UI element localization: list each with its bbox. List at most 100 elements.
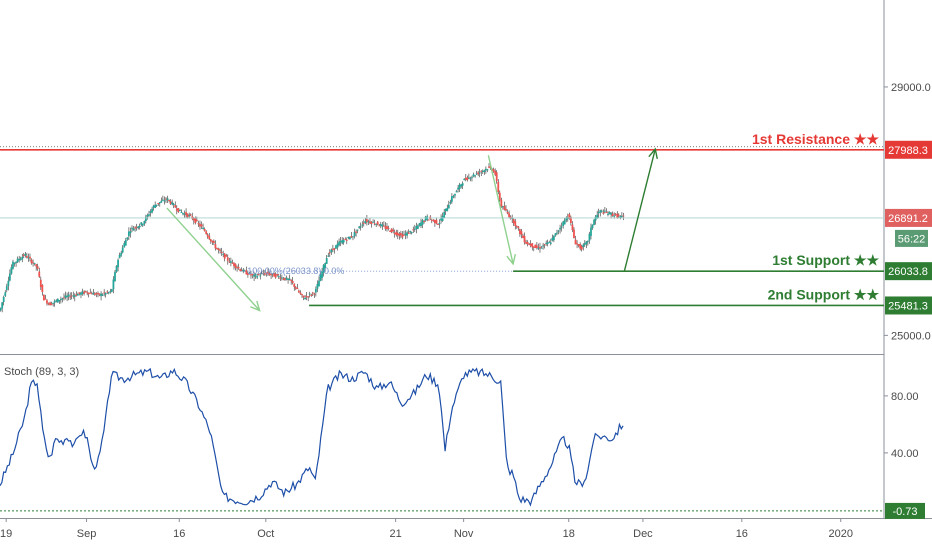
candle-body xyxy=(19,258,22,261)
candle-body xyxy=(464,177,467,180)
candle-body xyxy=(217,248,220,251)
candle-body xyxy=(174,205,177,208)
candle-body xyxy=(203,228,206,231)
candle-body xyxy=(316,283,319,289)
candle-body xyxy=(620,215,623,217)
candle-body xyxy=(420,222,422,227)
candle-body xyxy=(69,296,72,298)
candle-body xyxy=(562,221,565,226)
candle-body xyxy=(622,215,625,217)
candle-body xyxy=(475,173,478,175)
candle-body xyxy=(141,223,144,226)
candle-body xyxy=(460,184,463,187)
candle-body xyxy=(505,208,507,211)
candle-body xyxy=(427,219,430,221)
candle-body xyxy=(178,209,181,211)
candle-body xyxy=(359,226,362,228)
candle-body xyxy=(311,292,314,294)
candle-body xyxy=(58,300,61,302)
candle-body xyxy=(318,280,320,287)
candle-body xyxy=(605,211,608,213)
candle-body xyxy=(103,292,106,294)
candle-body xyxy=(121,247,124,253)
candle-body xyxy=(450,196,453,202)
time-tick-label: 21 xyxy=(390,528,402,540)
candle-body xyxy=(120,252,123,256)
candle-body xyxy=(73,295,76,297)
candle-body xyxy=(240,269,243,272)
stoch-tick-label: 80.00 xyxy=(891,391,919,403)
candle-body xyxy=(430,220,433,222)
candle-body xyxy=(208,235,211,240)
candle-body xyxy=(322,265,325,273)
candle-body xyxy=(444,208,447,212)
trend-arrow[interactable] xyxy=(166,207,261,311)
level-label: 1st Support ★★ xyxy=(772,252,879,268)
candle-body xyxy=(478,172,481,174)
candle-body xyxy=(236,267,238,269)
candle-body xyxy=(296,288,299,290)
candle-body xyxy=(576,243,578,245)
candle-body xyxy=(151,208,153,213)
candle-body xyxy=(114,271,116,282)
candle-body xyxy=(248,272,251,274)
level-price-tag-text: 27988.3 xyxy=(888,145,928,157)
candle-body xyxy=(591,224,594,229)
candle-body xyxy=(523,236,526,243)
candle-body xyxy=(80,292,82,295)
candle-body xyxy=(472,174,475,177)
candle-body xyxy=(512,219,515,224)
candle-body xyxy=(188,215,191,217)
candle-body xyxy=(573,229,575,239)
candle-body xyxy=(477,172,480,175)
candle-body xyxy=(386,226,388,230)
candle-body xyxy=(582,244,585,248)
candle-body xyxy=(56,298,59,303)
candle-body xyxy=(46,300,48,304)
candle-body xyxy=(600,210,603,212)
candle-body xyxy=(435,219,438,224)
candle-body xyxy=(98,293,101,296)
candle-body xyxy=(447,204,450,209)
candle-body xyxy=(446,208,449,212)
trend-arrow-head xyxy=(250,300,261,312)
candle-body xyxy=(352,236,354,238)
candle-body xyxy=(112,279,115,290)
candle-body xyxy=(110,289,113,292)
candle-body xyxy=(370,221,373,225)
level-label: 1st Resistance ★★ xyxy=(752,131,879,147)
candle-body xyxy=(209,239,212,242)
candle-body xyxy=(412,229,415,231)
trend-arrow[interactable] xyxy=(487,155,514,265)
candle-body xyxy=(42,294,45,301)
candle-body xyxy=(189,214,192,216)
trend-arrow[interactable] xyxy=(623,148,656,272)
candle-body xyxy=(358,226,361,228)
candle-body xyxy=(602,212,605,214)
candle-body xyxy=(457,187,459,190)
candle-body xyxy=(117,259,119,268)
candle-body xyxy=(495,172,498,182)
candle-body xyxy=(8,273,11,281)
candle-body xyxy=(404,233,407,236)
candle-body xyxy=(123,243,126,248)
candle-body xyxy=(339,241,342,243)
candle-body xyxy=(36,266,39,269)
candle-body xyxy=(421,220,424,225)
candle-body xyxy=(206,234,209,237)
candle-body xyxy=(67,294,70,297)
candle-body xyxy=(39,279,42,287)
level-price-tag xyxy=(885,140,932,159)
candle-body xyxy=(33,262,36,264)
candle-body xyxy=(279,277,282,279)
candle-body xyxy=(539,246,541,249)
candle-body xyxy=(410,232,413,234)
stochastic-line xyxy=(0,367,624,507)
candle-body xyxy=(109,291,112,293)
candle-body xyxy=(10,267,13,274)
candle-body xyxy=(393,233,396,235)
candle-body xyxy=(362,222,365,224)
candle-body xyxy=(234,264,237,268)
candle-body xyxy=(63,297,65,299)
